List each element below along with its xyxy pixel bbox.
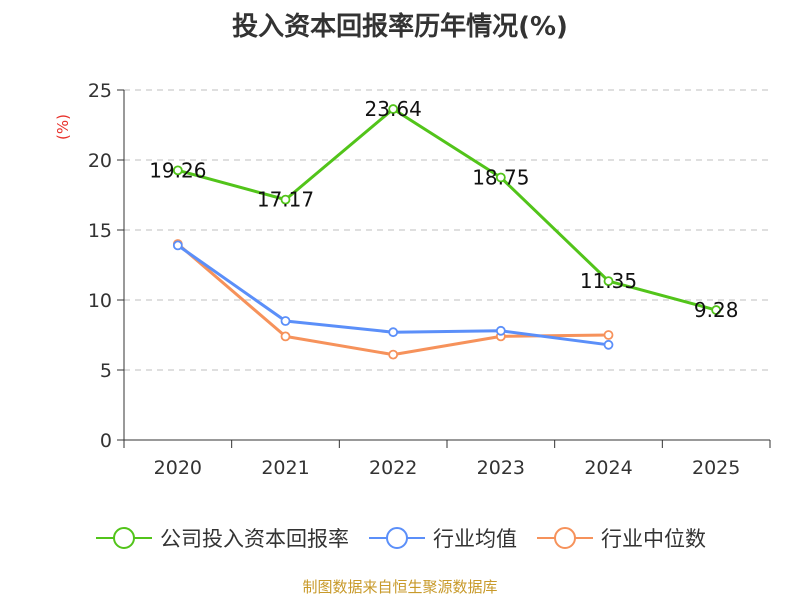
legend-line-icon — [96, 527, 152, 549]
y-tick-label: 10 — [88, 290, 112, 312]
data-point[interactable] — [172, 240, 183, 251]
chart-legend: 公司投入资本回报率 行业均值 行业中位数 — [0, 520, 800, 556]
legend-line-icon — [537, 527, 593, 549]
data-point[interactable] — [388, 327, 399, 338]
x-tick-label: 2023 — [477, 457, 525, 479]
x-tick-label: 2020 — [154, 457, 202, 479]
legend-item-industry-mean[interactable]: 行业均值 — [367, 523, 517, 553]
data-point[interactable] — [603, 330, 614, 340]
data-point[interactable] — [388, 104, 399, 114]
legend-label: 行业中位数 — [601, 527, 706, 551]
data-point[interactable] — [388, 349, 399, 360]
x-tick-label: 2024 — [584, 457, 632, 479]
data-point[interactable] — [172, 165, 183, 176]
data-point[interactable] — [495, 172, 506, 183]
legend-label: 公司投入资本回报率 — [160, 527, 349, 551]
data-point[interactable] — [603, 276, 614, 287]
data-label: 9.28 — [694, 298, 739, 322]
data-label: 11.35 — [580, 269, 637, 293]
chart-title: 投入资本回报率历年情况(%) — [232, 12, 568, 42]
data-point[interactable] — [711, 305, 722, 315]
data-point[interactable] — [603, 339, 614, 350]
data-point[interactable] — [280, 194, 291, 205]
data-point[interactable] — [280, 316, 291, 326]
legend-label: 行业均值 — [433, 527, 517, 551]
data-point[interactable] — [495, 325, 506, 336]
x-tick-label: 2022 — [369, 457, 417, 479]
y-tick-label: 25 — [88, 80, 112, 102]
x-tick-label: 2025 — [692, 457, 740, 479]
y-tick-label: 0 — [100, 430, 112, 452]
series-line-2 — [176, 242, 609, 357]
legend-item-industry-median[interactable]: 行业中位数 — [535, 523, 706, 553]
y-tick-label: 5 — [100, 360, 112, 382]
y-tick-label: 15 — [88, 220, 112, 242]
data-label: 17.17 — [257, 188, 314, 212]
series-line-0 — [177, 107, 717, 312]
y-tick-label: 20 — [88, 150, 112, 172]
source-note: 制图数据来自恒生聚源数据库 — [302, 578, 498, 596]
y-axis-label: (%) — [54, 114, 72, 140]
data-label: 19.26 — [149, 158, 206, 182]
data-point[interactable] — [280, 331, 291, 342]
legend-line-icon — [369, 527, 425, 549]
legend-item-company[interactable]: 公司投入资本回报率 — [94, 523, 349, 553]
data-label: 18.75 — [472, 166, 529, 190]
data-label: 23.64 — [365, 97, 422, 121]
x-tick-label: 2021 — [261, 457, 309, 479]
